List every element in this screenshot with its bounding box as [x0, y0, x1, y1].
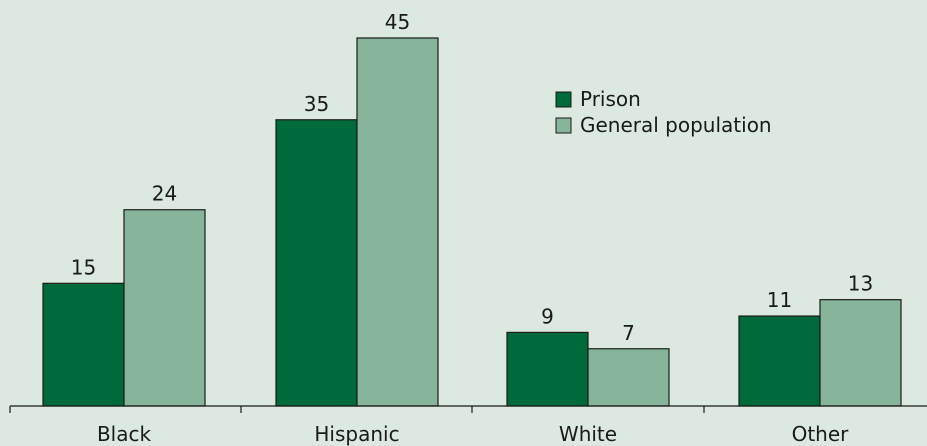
value-label-black-general-population: 24 — [152, 182, 177, 206]
value-label-black-prison: 15 — [71, 255, 96, 279]
value-label-other-prison: 11 — [767, 288, 792, 312]
bar-white-general-population — [587, 348, 670, 407]
bar-other-general-population — [819, 299, 902, 407]
legend-label-general-population: General population — [580, 113, 772, 137]
value-labels-layer: 15 24 35 45 9 7 11 13 — [71, 10, 873, 345]
legend-label-prison: Prison — [580, 87, 641, 111]
bar-other-prison — [738, 315, 821, 407]
bar-black-general-population — [123, 209, 206, 407]
x-axis: Black Hispanic White Other — [9, 405, 927, 446]
category-label-hispanic: Hispanic — [314, 422, 399, 446]
bar-black-prison — [42, 282, 125, 407]
value-label-white-general-population: 7 — [622, 321, 635, 345]
category-label-other: Other — [792, 422, 850, 446]
value-label-hispanic-general-population: 45 — [385, 10, 410, 34]
bar-white-prison — [506, 331, 589, 407]
legend-swatch-general-population — [555, 117, 572, 134]
category-label-black: Black — [97, 422, 152, 446]
value-label-white-prison: 9 — [541, 304, 554, 328]
value-label-other-general-population: 13 — [848, 272, 873, 296]
bar-hispanic-general-population — [356, 37, 439, 407]
value-label-hispanic-prison: 35 — [304, 92, 329, 116]
category-label-white: White — [559, 422, 617, 446]
bars-layer — [42, 37, 902, 407]
legend-swatch-prison — [555, 91, 572, 108]
bar-hispanic-prison — [275, 119, 358, 407]
